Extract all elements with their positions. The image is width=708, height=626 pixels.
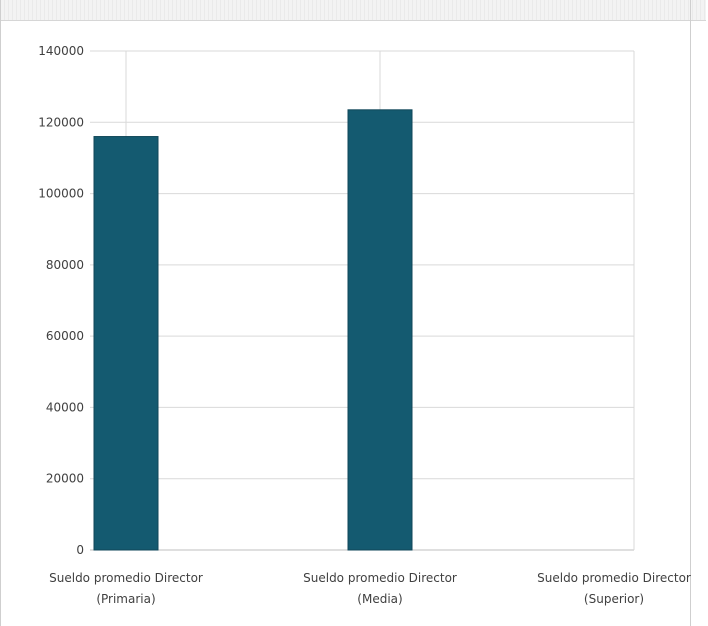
x-category-label: (Superior): [584, 592, 644, 606]
y-tick-label: 20000: [46, 472, 84, 486]
bar-1: [93, 136, 159, 551]
x-axis-labels: Sueldo promedio Director (Primaria) Sueldo…: [49, 571, 691, 606]
panel-border-left: [0, 0, 1, 626]
y-tick-label: 140000: [38, 44, 84, 58]
y-tick-label: 60000: [46, 329, 84, 343]
x-category-label: (Media): [357, 592, 402, 606]
x-category-label: (Primaria): [96, 592, 155, 606]
y-tick-label: 0: [76, 543, 84, 557]
y-tick-label: 120000: [38, 115, 84, 129]
y-tick-label: 40000: [46, 400, 84, 414]
x-category-label: Sueldo promedio Director: [303, 571, 457, 585]
bar-2: [347, 109, 413, 551]
y-tick-label: 100000: [38, 187, 84, 201]
panel-header: [0, 0, 706, 21]
y-axis-ticks: 0 20000 40000 60000 80000 100000 120000 140000: [38, 44, 84, 557]
x-category-label: Sueldo promedio Director: [537, 571, 691, 585]
x-category-label: Sueldo promedio Director: [49, 571, 203, 585]
panel-border-right: [690, 0, 691, 626]
y-tick-label: 80000: [46, 258, 84, 272]
bars: [93, 109, 413, 551]
